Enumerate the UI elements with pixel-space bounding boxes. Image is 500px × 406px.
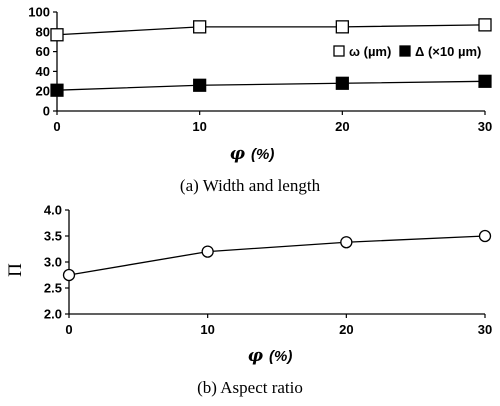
series-line-0 [68,235,486,276]
data-point [62,268,76,282]
data-point [50,28,64,42]
y-tick-label: 100 [28,5,50,20]
series-layer [50,18,492,97]
y-tick-label: 20 [36,84,50,99]
y-ticks: 2.0 2.5 3.0 3.5 4.0 [44,203,69,322]
x-tick-label: 30 [478,119,492,134]
data-point [335,76,349,90]
y-tick-label: 2.5 [44,281,62,296]
legend-label-omega: ω (µm) [349,44,391,59]
x-tick-label: 20 [339,322,353,337]
data-point [478,18,492,32]
caption-a: (a) Width and length [180,176,321,195]
chart-width-and-length: 0 20 40 60 80 100 0 10 20 30 ω (µm) Δ (×10 µm) φ… [28,5,492,196]
y-tick-label: 4.0 [44,203,62,218]
y-tick-label: 80 [36,24,50,39]
data-point [340,236,353,249]
data-point [335,20,349,34]
x-tick-label: 0 [65,322,72,337]
caption-b: (b) Aspect ratio [197,378,303,397]
x-axis-title: φ (%) [248,346,293,366]
data-point [50,83,64,97]
data-point [478,229,492,243]
y-tick-label: 3.5 [44,229,62,244]
series-layer [62,229,492,282]
y-ticks: 0 20 40 60 80 100 [28,5,57,119]
legend: ω (µm) Δ (×10 µm) [333,44,481,59]
legend-item-omega: ω (µm) [333,44,391,59]
data-point [193,78,207,92]
y-tick-label: 3.0 [44,255,62,270]
x-tick-label: 0 [53,119,60,134]
y-tick-label: 0 [43,104,50,119]
data-point [201,245,214,258]
legend-label-delta: Δ (×10 µm) [415,44,481,59]
data-point [193,20,207,34]
x-tick-label: 10 [192,119,206,134]
chart-aspect-ratio: 2.0 2.5 3.0 3.5 4.0 0 10 20 30 Π φ (%) (b) Aspec… [5,203,492,398]
x-tick-label: 10 [200,322,214,337]
legend-item-delta: Δ (×10 µm) [399,44,481,59]
legend-marker-filled-square [399,45,411,57]
x-ticks: 0 10 20 30 [53,111,492,134]
x-tick-label: 20 [335,119,349,134]
series-line-0 [56,24,486,36]
y-tick-label: 60 [36,44,50,59]
x-axis-title: φ (%) [230,144,275,164]
data-point [478,74,492,88]
series-line-1 [56,80,486,91]
x-ticks: 0 10 20 30 [65,314,492,337]
x-tick-label: 30 [478,322,492,337]
y-tick-label: 2.0 [44,307,62,322]
y-tick-label: 40 [36,64,50,79]
legend-marker-open-square [333,45,345,57]
y-axis-title: Π [5,263,26,277]
